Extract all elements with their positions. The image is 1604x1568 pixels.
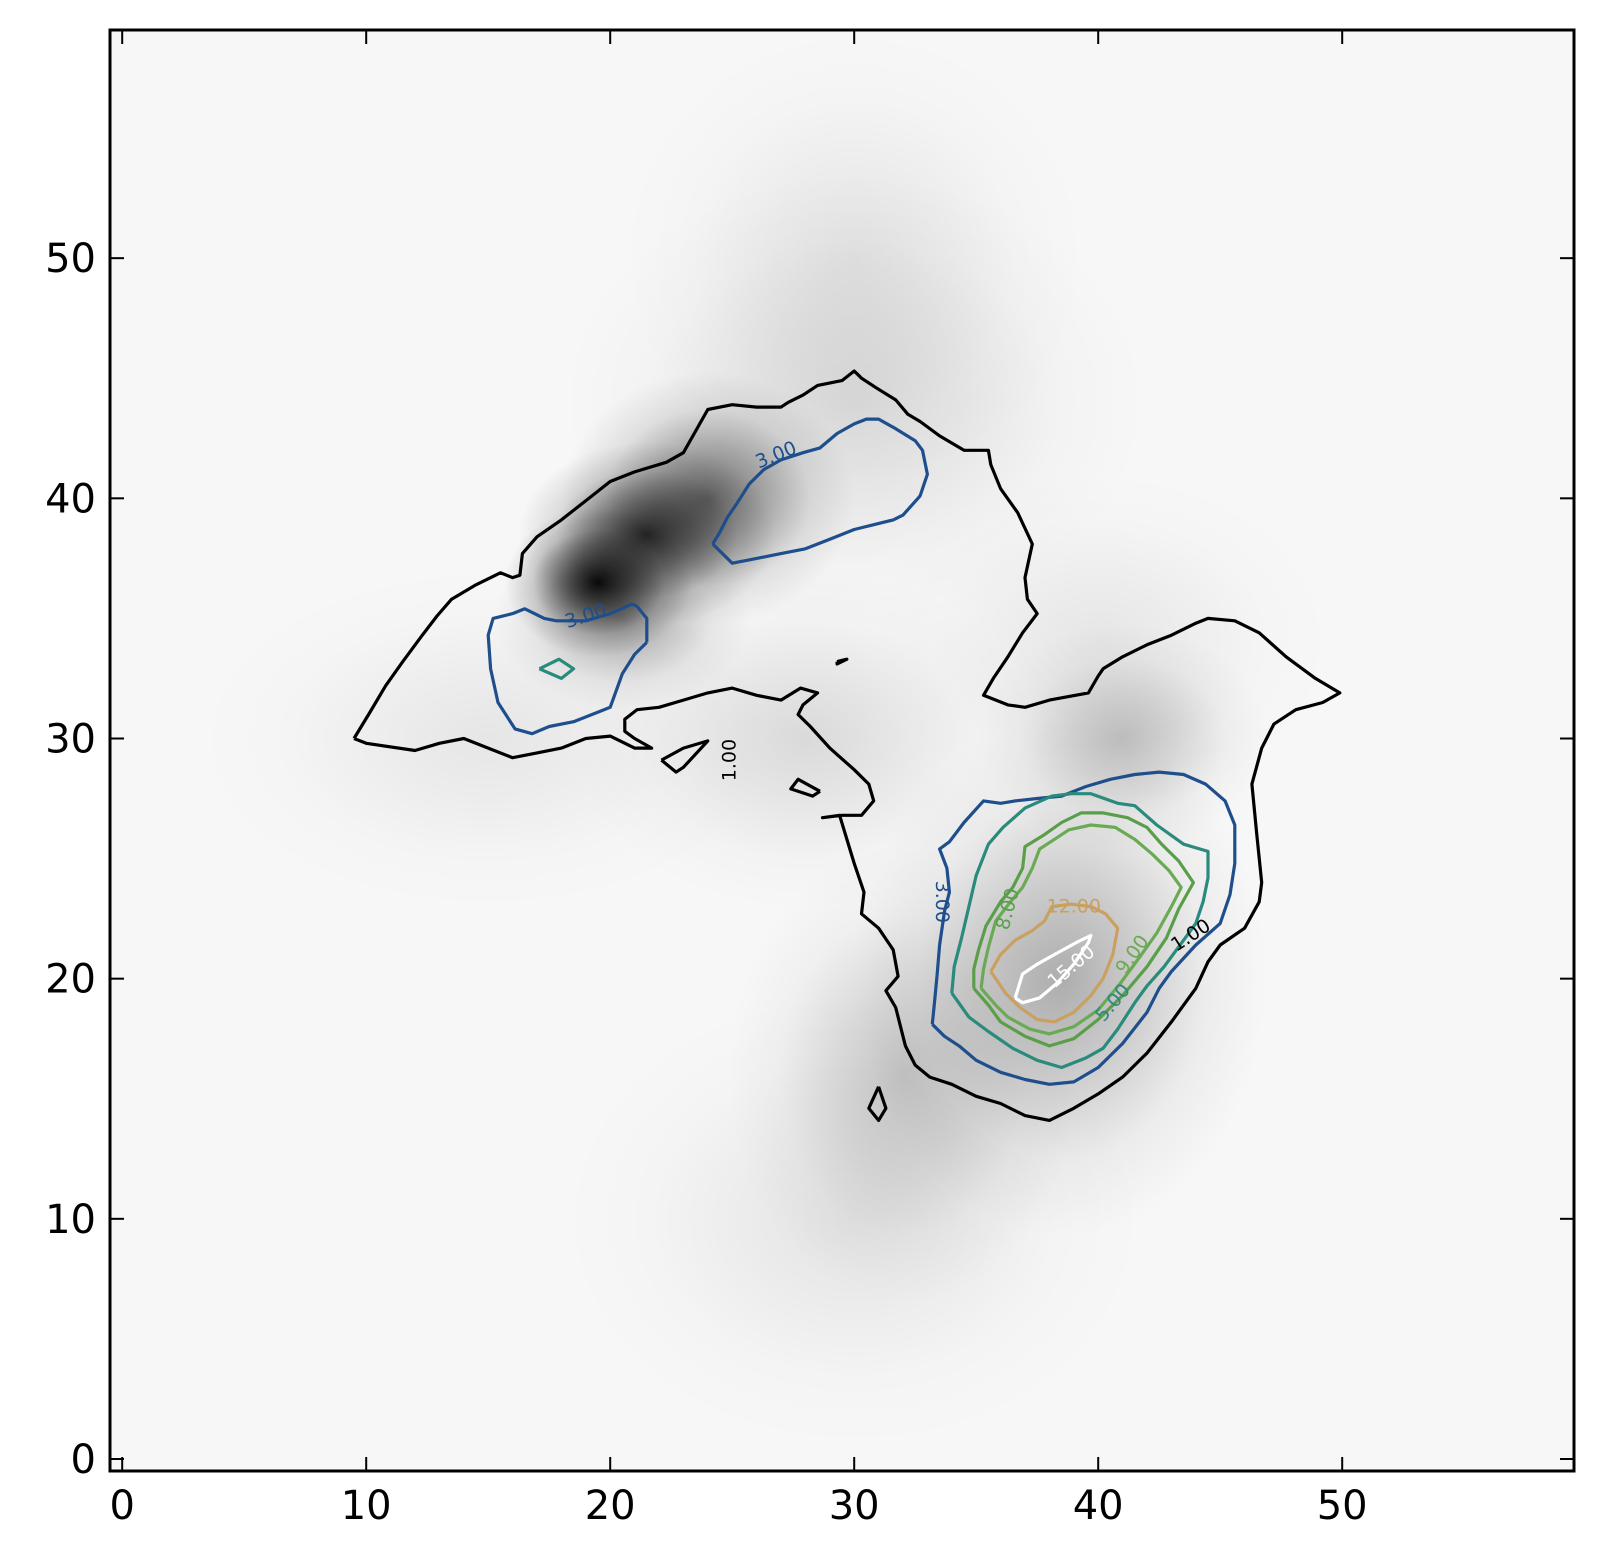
contour-line-1.00 xyxy=(789,777,821,798)
contour-line-8.00 xyxy=(972,811,1195,1048)
contour-line-12.00 xyxy=(989,902,1120,1024)
contour-line-15.00 xyxy=(1013,933,1093,1005)
y-tick-label: 40 xyxy=(45,476,96,522)
contour-line-1.00 xyxy=(867,1086,888,1122)
contour-line-3.00 xyxy=(486,602,649,736)
contour-line-1.00 xyxy=(835,657,849,666)
contour-label: 3.00 xyxy=(931,881,953,923)
x-tick-label: 50 xyxy=(1317,1483,1368,1529)
image-blob xyxy=(561,988,1147,1450)
x-tick-label: 30 xyxy=(829,1483,880,1529)
contour-label: 1.00 xyxy=(719,739,741,781)
y-tick-label: 0 xyxy=(71,1437,96,1483)
contour-lines xyxy=(352,369,1342,1122)
contour-line-3.00 xyxy=(711,417,929,565)
y-tick-label: 30 xyxy=(45,716,96,762)
contour-line-1.00 xyxy=(660,739,710,774)
image-blob xyxy=(195,565,781,912)
x-tick-label: 20 xyxy=(585,1483,636,1529)
x-tick-label: 10 xyxy=(341,1483,392,1529)
contour-line-5.00 xyxy=(538,657,576,680)
y-tick-label: 50 xyxy=(45,236,96,282)
contour-line-5.00 xyxy=(950,792,1210,1070)
contour-line-9.00 xyxy=(979,823,1183,1036)
y-tick-label: 10 xyxy=(45,1197,96,1243)
y-tick-label: 20 xyxy=(45,957,96,1003)
axis-ticks: 0 10 20 30 40 50 0 10 20 30 40 50 xyxy=(45,30,1574,1529)
contour-line-1.00 xyxy=(352,369,1342,1122)
image-blob xyxy=(863,469,1333,816)
contour-label: 12.00 xyxy=(1047,896,1101,918)
x-tick-label: 0 xyxy=(109,1483,134,1529)
contour-line-3.00 xyxy=(930,770,1237,1086)
plot-frame xyxy=(108,28,1576,1473)
x-tick-label: 40 xyxy=(1073,1483,1124,1529)
image-blob xyxy=(620,30,1089,489)
